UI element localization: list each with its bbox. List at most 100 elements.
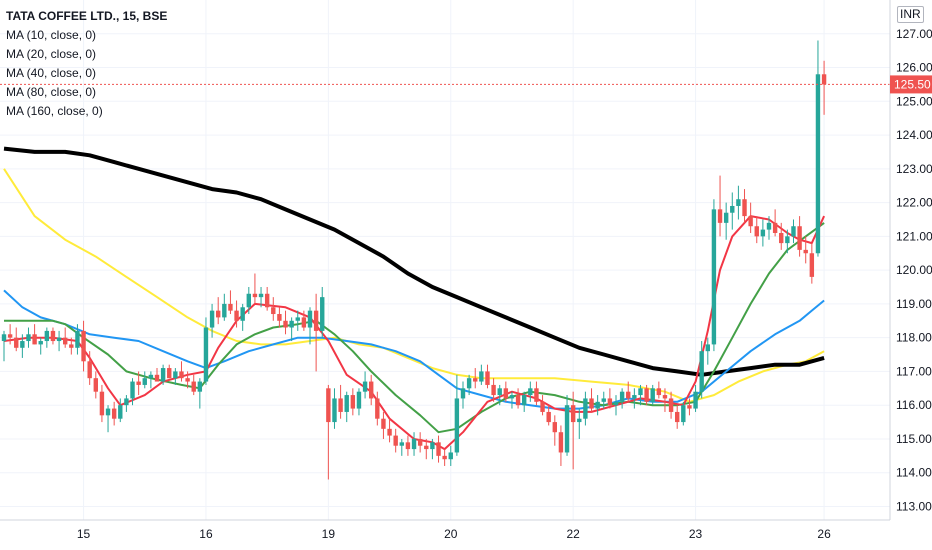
candle <box>522 391 527 412</box>
candle <box>772 209 778 237</box>
candle <box>485 364 490 389</box>
candle <box>717 175 723 237</box>
candle <box>662 388 668 412</box>
candle <box>595 395 600 416</box>
currency-button[interactable]: INR <box>897 6 924 23</box>
candle <box>295 310 300 331</box>
candle <box>809 243 815 284</box>
candle <box>154 368 160 382</box>
candle <box>687 398 692 416</box>
candle <box>271 297 276 321</box>
candle <box>632 388 637 409</box>
y-tick-label: 124.00 <box>896 128 932 142</box>
candle <box>81 320 86 372</box>
candle <box>111 401 117 426</box>
legend-ma-10[interactable]: MA (10, close, 0) <box>6 28 97 42</box>
candle <box>675 405 680 429</box>
y-tick-label: 116.00 <box>896 398 932 412</box>
candle <box>142 371 147 389</box>
candle <box>283 310 288 335</box>
candle <box>240 303 245 331</box>
candle <box>130 378 135 406</box>
candles <box>1 40 827 480</box>
candle <box>356 388 362 416</box>
y-axis: 113.00 114.00 115.00 116.00 117.00 118.00 119.… <box>896 27 932 514</box>
ma160-line <box>3 146 825 377</box>
y-tick-label: 114.00 <box>896 466 932 480</box>
candle <box>105 405 111 433</box>
candle <box>436 435 441 463</box>
candle <box>7 324 13 345</box>
candle <box>466 374 472 396</box>
y-tick-label: 127.00 <box>896 27 932 41</box>
x-axis: 15 16 19 20 22 23 26 <box>77 527 831 541</box>
candle <box>626 381 631 402</box>
candle <box>821 60 827 115</box>
candle <box>258 287 264 308</box>
x-tick-label: 16 <box>199 527 213 541</box>
candle <box>711 199 717 352</box>
candle <box>601 391 606 409</box>
candle <box>14 327 19 352</box>
candle <box>222 293 227 321</box>
candle <box>362 371 368 399</box>
candle <box>307 307 313 345</box>
ma80-line <box>3 168 825 403</box>
y-tick-label: 113.00 <box>896 499 932 513</box>
candle <box>320 287 325 338</box>
candle <box>723 202 729 240</box>
candle <box>644 384 649 406</box>
legend-ma-160[interactable]: MA (160, close, 0) <box>6 104 103 118</box>
legend-ma-20[interactable]: MA (20, close, 0) <box>6 47 97 61</box>
candle <box>326 384 331 480</box>
legend-ma-80[interactable]: MA (80, close, 0) <box>6 85 97 99</box>
candle <box>56 330 62 352</box>
candle <box>1 330 7 362</box>
y-tick-label: 117.00 <box>896 364 932 378</box>
y-tick-label: 123.00 <box>896 162 932 176</box>
candle <box>387 418 392 443</box>
candle <box>442 449 447 466</box>
candle <box>424 438 429 460</box>
y-tick-label: 115.00 <box>896 432 932 446</box>
candle <box>20 334 25 358</box>
x-tick-label: 23 <box>689 527 703 541</box>
candle <box>693 384 698 412</box>
candle <box>179 361 184 382</box>
candle <box>448 445 453 466</box>
candle <box>148 371 154 389</box>
candle <box>99 384 105 423</box>
grid <box>0 0 890 520</box>
candle <box>705 337 710 365</box>
candle <box>564 395 570 456</box>
candle <box>638 384 643 406</box>
candle <box>167 364 172 379</box>
candle <box>779 222 784 250</box>
candle <box>191 374 196 396</box>
candle <box>515 388 521 409</box>
candle <box>473 368 478 389</box>
y-tick-label: 125.00 <box>896 94 932 108</box>
candle <box>369 374 374 406</box>
candle <box>405 435 411 456</box>
candle <box>558 425 564 466</box>
x-tick-label: 22 <box>566 527 580 541</box>
candle <box>375 391 380 426</box>
y-tick-label: 120.00 <box>896 263 932 277</box>
candle <box>681 401 686 426</box>
x-tick-label: 15 <box>77 527 91 541</box>
candle <box>570 391 576 470</box>
candle <box>815 40 821 257</box>
candle <box>209 303 215 338</box>
candle <box>552 415 557 446</box>
candle <box>607 388 613 409</box>
candle <box>381 411 386 439</box>
legend-ma-40[interactable]: MA (40, close, 0) <box>6 66 97 80</box>
candle <box>277 307 282 328</box>
candle <box>203 317 209 385</box>
candle <box>69 337 74 355</box>
candle <box>785 229 790 254</box>
candle <box>803 236 808 264</box>
candle <box>301 310 307 331</box>
